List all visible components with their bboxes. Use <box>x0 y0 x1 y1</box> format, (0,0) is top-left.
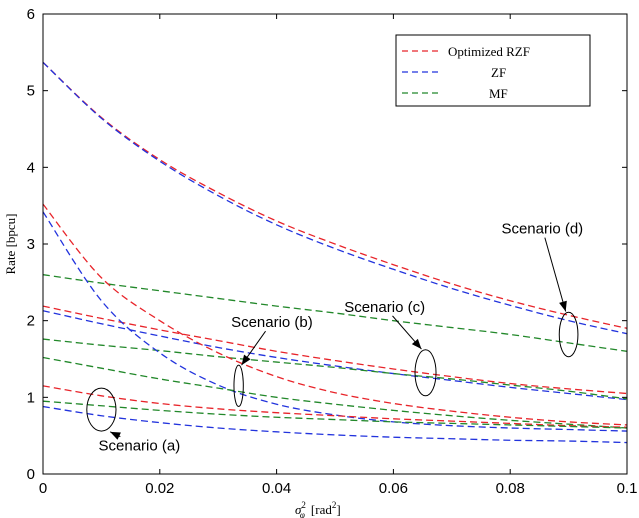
series-line-scenario-d-mf <box>43 274 627 352</box>
x-axis-label: σ2 φ [rad2] <box>295 500 341 518</box>
x-tick-label: 0.02 <box>145 480 174 497</box>
series-line-scenario-a-zf <box>43 405 627 444</box>
legend-box <box>395 34 591 107</box>
legend-label-rzf: Optimized RZF <box>448 44 530 59</box>
scenario-b-arrow-head <box>241 354 251 366</box>
y-tick-label: 6 <box>27 6 35 23</box>
scenario-c-arrow-head <box>411 338 422 350</box>
y-tick-label: 0 <box>27 466 35 483</box>
legend: Optimized RZF ZF MF <box>395 34 591 107</box>
scenario-a-arrow-head <box>110 431 121 440</box>
y-tick-label: 3 <box>27 236 35 253</box>
series-line-scenario-b-mf <box>43 356 627 429</box>
x-tick-label: 0.1 <box>617 480 638 497</box>
series-line-scenario-c-optimized-rzf <box>43 305 627 395</box>
tick-layer: 0 0.02 0.04 0.06 0.08 0.1 0 1 2 3 4 5 6 <box>27 6 638 497</box>
y-tick-label: 4 <box>27 159 35 176</box>
scenario-c-ellipse <box>414 349 437 397</box>
series-line-scenario-c-zf <box>43 310 627 401</box>
x-tick-label: 0.04 <box>262 480 291 497</box>
series-line-scenario-d-optimized-rzf <box>43 61 627 329</box>
series-layer <box>43 61 627 444</box>
scenario-a-label: Scenario (a) <box>99 438 181 455</box>
series-line-scenario-a-optimized-rzf <box>43 385 627 428</box>
y-tick-label: 1 <box>27 389 35 406</box>
scenario-a-ellipse <box>86 387 117 432</box>
scenario-d-label: Scenario (d) <box>501 221 583 238</box>
series-line-scenario-c-mf <box>43 338 627 400</box>
x-tick-label: 0.08 <box>496 480 525 497</box>
series-line-scenario-a-mf <box>43 400 627 429</box>
scenario-b-ellipse <box>233 364 244 408</box>
legend-label-mf: MF <box>489 86 508 101</box>
y-tick-label: 5 <box>27 83 35 100</box>
scenario-d-arrow-head <box>559 300 567 312</box>
y-tick-label: 2 <box>27 313 35 330</box>
scenario-d-ellipse <box>558 311 579 358</box>
legend-label-zf: ZF <box>491 65 506 80</box>
y-axis-label: Rate [bpcu] <box>3 213 18 274</box>
annotation-layer: Scenario (a) Scenario (b) Scenario (c) Scen… <box>86 221 583 455</box>
series-line-scenario-d-zf <box>43 61 627 335</box>
scenario-b-label: Scenario (b) <box>231 314 313 331</box>
scenario-c-label: Scenario (c) <box>344 299 425 316</box>
scenario-d-arrow-line <box>544 237 567 312</box>
x-tick-label: 0.06 <box>379 480 408 497</box>
x-tick-label: 0 <box>39 480 47 497</box>
